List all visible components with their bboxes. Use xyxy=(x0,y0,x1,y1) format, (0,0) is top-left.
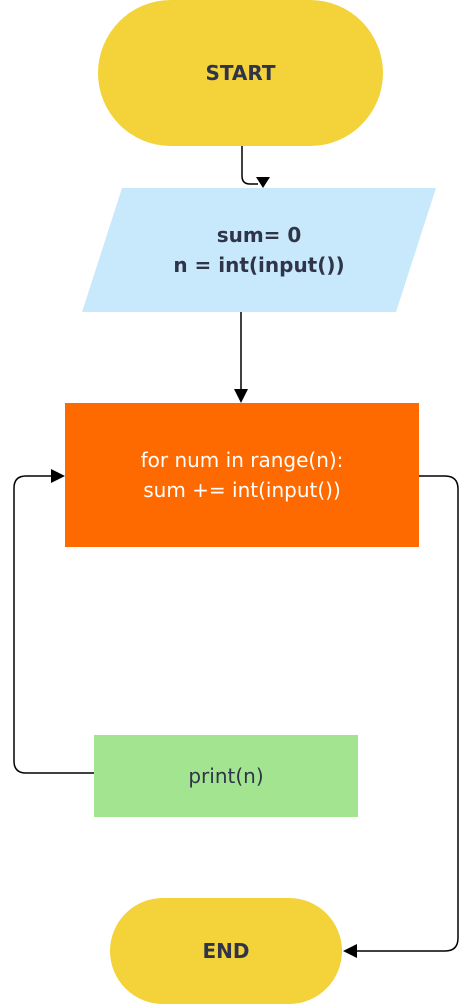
input-node: sum= 0 n = int(input()) xyxy=(82,188,436,312)
print-label: print(n) xyxy=(188,764,264,788)
loop-line-1: for num in range(n): xyxy=(140,448,344,472)
arrowhead-start-to-input xyxy=(256,177,270,188)
loop-line-2: sum += int(input()) xyxy=(143,478,341,502)
arrow-print-to-loop xyxy=(13,475,94,774)
start-terminal: START xyxy=(98,0,383,146)
arrowhead-print-to-loop xyxy=(51,469,65,483)
input-line-2: n = int(input()) xyxy=(173,253,345,277)
input-line-1: sum= 0 xyxy=(216,223,302,247)
loop-process-node: for num in range(n): sum += int(input()) xyxy=(65,403,419,547)
arrow-start-to-input xyxy=(241,146,258,185)
print-node: print(n) xyxy=(94,735,358,817)
arrow-loop-to-end xyxy=(356,475,459,952)
end-terminal: END xyxy=(110,898,342,1004)
arrowhead-loop-to-end xyxy=(343,944,357,958)
start-label: START xyxy=(205,61,276,85)
input-shape xyxy=(82,188,436,312)
end-label: END xyxy=(202,939,250,963)
arrowhead-input-to-loop xyxy=(234,389,248,403)
